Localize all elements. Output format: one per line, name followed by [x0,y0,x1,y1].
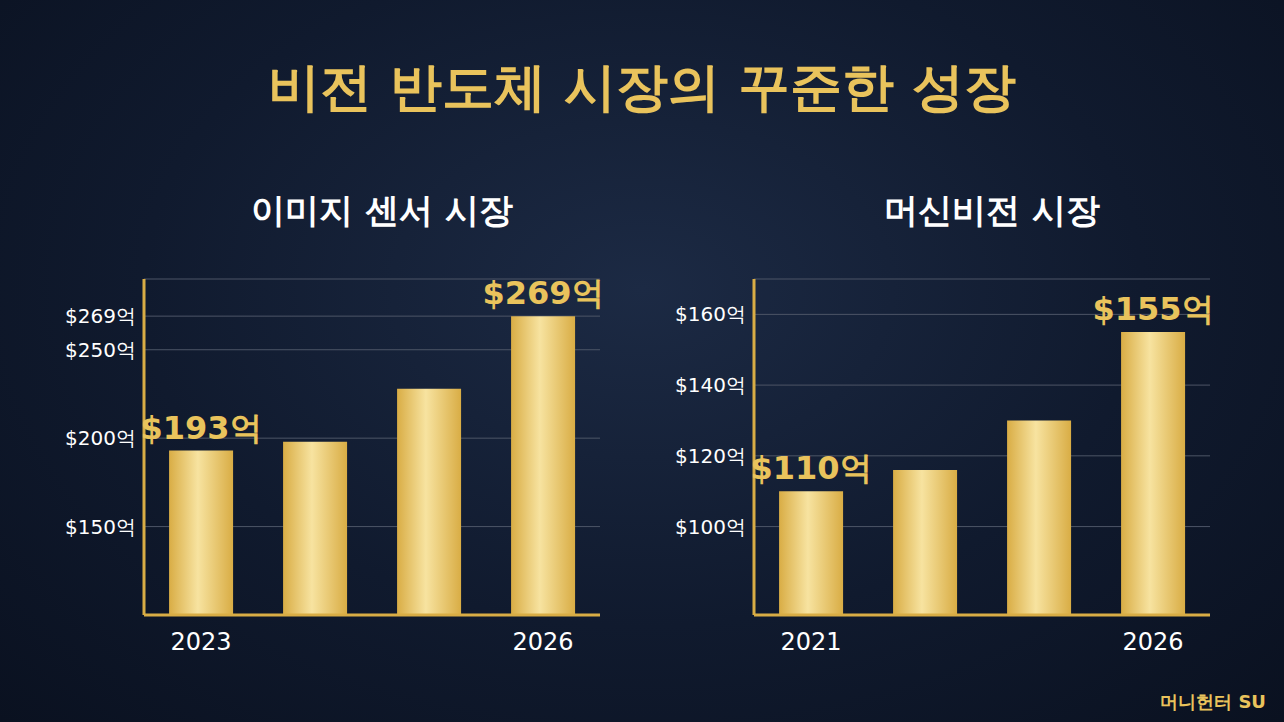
html-text:비전 반도체 시장의 꾸준한 성장: 비전 반도체 시장의 꾸준한 성장 [267,57,1017,117]
svg-text:$160억: $160억 [675,302,746,326]
svg-text:$200억: $200억 [65,426,136,450]
svg-text:$140억: $140억 [675,373,746,397]
svg-text:2021: 2021 [780,628,841,656]
svg-text:2023: 2023 [170,628,231,656]
svg-text:$193억: $193억 [141,409,262,447]
svg-text:$269억: $269억 [65,304,136,328]
svg-text:$110억: $110억 [751,449,872,487]
html-text:이미지 센서 시장: 이미지 센서 시장 [251,190,513,230]
svg-text:$100억: $100억 [675,515,746,539]
html-text:머신비전 시장: 머신비전 시장 [884,190,1100,230]
svg-text:$250억: $250억 [65,338,136,362]
svg-text:$120억: $120억 [675,444,746,468]
svg-text:2026: 2026 [1122,628,1183,656]
svg-text:$155억: $155억 [1093,290,1214,328]
svg-text:2026: 2026 [512,628,573,656]
svg-text:$150억: $150억 [65,515,136,539]
html-text:머니헌터 SU: 머니헌터 SU [1160,691,1266,712]
svg-text:$269억: $269억 [483,274,604,312]
